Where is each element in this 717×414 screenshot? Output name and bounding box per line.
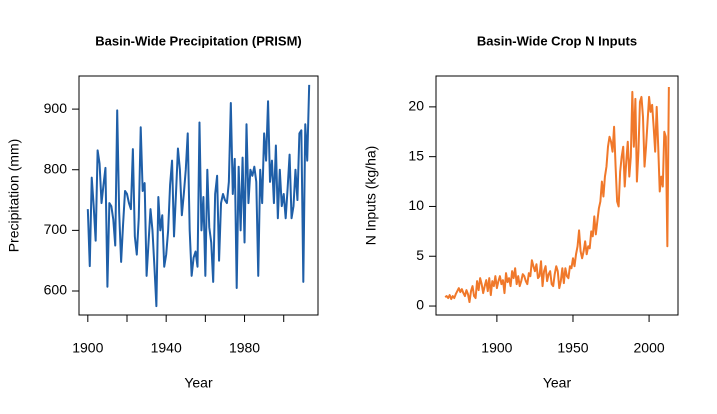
chart-title: Basin-Wide Crop N Inputs <box>477 33 637 48</box>
y-tick-label: 10 <box>408 197 424 213</box>
chart-title: Basin-Wide Precipitation (PRISM) <box>95 33 301 48</box>
x-tick-label: 1950 <box>557 340 588 356</box>
data-line <box>86 84 311 308</box>
y-tick-label: 0 <box>416 297 424 313</box>
y-tick-label: 20 <box>408 98 424 114</box>
y-tick-label: 5 <box>416 247 424 263</box>
x-tick-label: 1940 <box>151 340 182 356</box>
y-tick-label: 600 <box>44 282 68 298</box>
y-tick-label: 800 <box>44 160 68 176</box>
y-axis-label: N Inputs (kg/ha) <box>363 146 379 246</box>
x-axis-label: Year <box>543 375 572 391</box>
x-axis-label: Year <box>184 375 213 391</box>
x-tick-label: 1980 <box>229 340 260 356</box>
data-line <box>444 86 670 304</box>
x-tick-label: 1900 <box>72 340 103 356</box>
y-tick-label: 15 <box>408 147 424 163</box>
y-tick-label: 700 <box>44 221 68 237</box>
x-tick-label: 1900 <box>481 340 512 356</box>
y-axis-label: Precipitation (mm) <box>6 139 22 253</box>
x-tick-label: 2000 <box>634 340 665 356</box>
y-tick-label: 900 <box>44 100 68 116</box>
